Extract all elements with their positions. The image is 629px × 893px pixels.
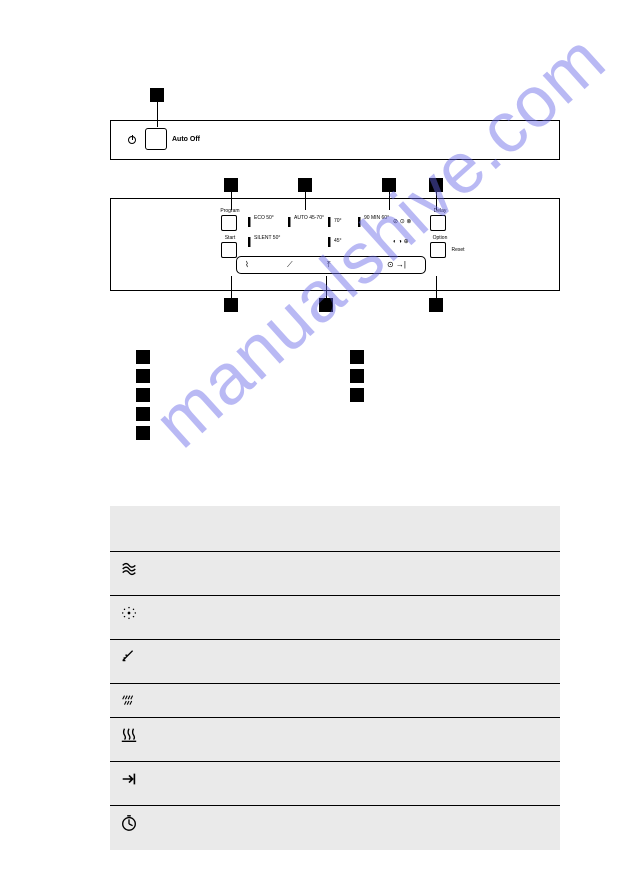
- p45-label: 45°: [334, 238, 342, 244]
- table-row-spray: [110, 684, 560, 718]
- display-icon-1: ⌇: [245, 260, 249, 269]
- display-area: ⌇ ⟋ ⤒ ⊙ →|: [236, 256, 426, 274]
- callout-6-line: [231, 276, 232, 298]
- prog-icon-2: [288, 217, 291, 227]
- table-row-dry: [110, 718, 560, 762]
- end-icon: [120, 770, 138, 793]
- legend-item-7: [350, 369, 364, 383]
- legend-left: [136, 350, 150, 445]
- table-row-end: [110, 762, 560, 806]
- callout-3: [298, 178, 312, 192]
- delay-label: Delay: [425, 208, 455, 214]
- table-row-wash: [110, 640, 560, 684]
- min90-label: 90 MIN 60°: [364, 215, 389, 221]
- option-button[interactable]: [430, 242, 446, 258]
- legend-right: [350, 350, 364, 407]
- delay-button[interactable]: [430, 215, 446, 231]
- auto-label: AUTO 45-70°: [294, 215, 324, 221]
- legend-item-6: [350, 350, 364, 364]
- silent-label: SILENT 50°: [254, 235, 280, 241]
- legend-item-5: [136, 426, 150, 440]
- rinse-icon: [120, 604, 138, 627]
- timer-icon: [120, 814, 138, 837]
- eco-label: ECO 50°: [254, 215, 274, 221]
- legend-item-8: [350, 388, 364, 402]
- auto-off-label: Auto Off: [172, 136, 200, 143]
- callout-7: [319, 298, 333, 312]
- callout-6: [224, 298, 238, 312]
- prog-icon-6: [328, 237, 331, 247]
- options-icons-2: ◐ ◑ ⊕: [393, 238, 409, 245]
- program-button[interactable]: [221, 215, 237, 231]
- prog-icon-4: [358, 217, 361, 227]
- legend-item-4: [136, 407, 150, 421]
- table-header: [110, 506, 560, 552]
- indicators-table: [110, 506, 560, 850]
- display-icon-3: ⤒: [327, 260, 331, 270]
- dry-icon: [120, 726, 138, 749]
- callout-1: [150, 88, 164, 102]
- display-icon-2: ⟋: [287, 260, 293, 270]
- reset-label: Reset: [448, 247, 468, 253]
- legend-item-1: [136, 350, 150, 364]
- callout-5: [429, 178, 443, 192]
- wash-icon: [120, 648, 138, 671]
- power-button[interactable]: [145, 128, 167, 150]
- table-row-timer: [110, 806, 560, 850]
- callout-7-line: [326, 276, 327, 298]
- prog-icon-1: [248, 217, 251, 227]
- start-button[interactable]: [221, 242, 237, 258]
- salt-icon: [120, 560, 138, 583]
- start-label: Start: [215, 235, 245, 241]
- option-label: Option: [425, 235, 455, 241]
- callout-8-line: [436, 276, 437, 298]
- legend-item-3: [136, 388, 150, 402]
- options-icons: ⊘ ⊙ ⊗: [393, 218, 411, 225]
- callout-2: [224, 178, 238, 192]
- callout-8: [429, 298, 443, 312]
- power-icon: [128, 136, 136, 144]
- display-icon-4: ⊙ →|: [387, 260, 406, 269]
- program-label: Program: [215, 208, 245, 214]
- callout-4: [382, 178, 396, 192]
- p70-label: 70°: [334, 218, 342, 224]
- legend-item-2: [136, 369, 150, 383]
- table-row-rinse: [110, 596, 560, 640]
- prog-icon-3: [328, 217, 331, 227]
- prog-icon-5: [248, 237, 251, 247]
- table-row-salt: [110, 552, 560, 596]
- control-panel: [110, 198, 560, 291]
- spray-icon: [120, 692, 138, 715]
